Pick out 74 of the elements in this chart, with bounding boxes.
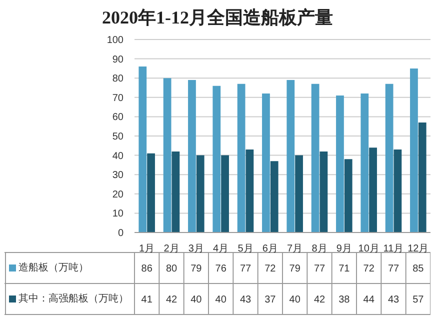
data-label: 72 <box>363 264 375 274</box>
bar <box>394 150 402 232</box>
y-tick-label: 100 <box>106 35 124 46</box>
y-tick-label: 80 <box>112 74 124 85</box>
bar <box>163 78 172 232</box>
data-label: 42 <box>314 294 326 306</box>
bar <box>246 150 254 232</box>
data-label: 42 <box>166 294 178 306</box>
x-tick-label: 4月 <box>213 244 229 254</box>
data-label: 77 <box>240 264 252 274</box>
bar <box>360 94 369 232</box>
x-tick-label: 10月 <box>358 244 380 254</box>
data-label: 80 <box>166 264 178 274</box>
data-label: 40 <box>289 294 301 306</box>
bar <box>369 148 377 232</box>
x-tick-label: 7月 <box>287 244 303 254</box>
bar <box>344 159 352 232</box>
x-tick-label: 3月 <box>188 244 204 254</box>
data-label: 40 <box>190 294 202 306</box>
y-tick-label: 40 <box>112 150 124 162</box>
legend-label: 造船板（万吨） <box>18 262 88 274</box>
bar <box>385 84 394 232</box>
y-tick-label: 90 <box>112 54 124 66</box>
data-label: 37 <box>264 294 276 306</box>
data-label: 85 <box>412 264 424 274</box>
bar <box>311 84 320 232</box>
x-tick-label: 9月 <box>336 244 352 254</box>
legend-label: 其中：高强船板（万吨） <box>18 292 128 304</box>
bar <box>286 80 295 232</box>
chart-title: 2020年1-12月全国造船板产量 <box>102 8 334 28</box>
data-label: 44 <box>363 294 375 306</box>
data-label: 77 <box>314 264 326 274</box>
data-label: 43 <box>240 294 252 306</box>
bar <box>270 161 278 232</box>
bar <box>237 84 246 232</box>
y-tick-label: 20 <box>112 189 124 200</box>
data-label: 79 <box>190 264 202 274</box>
x-tick-label: 12月 <box>408 244 429 254</box>
y-tick-label: 0 <box>118 228 124 239</box>
bar <box>262 94 270 232</box>
data-label: 43 <box>388 294 400 306</box>
data-label: 71 <box>338 264 350 274</box>
data-label: 77 <box>388 264 400 274</box>
y-tick-label: 50 <box>112 132 124 142</box>
x-tick-label: 11月 <box>383 244 404 254</box>
bar <box>196 155 204 232</box>
bar <box>221 155 229 232</box>
y-tick-label: 10 <box>112 208 124 220</box>
bar <box>147 153 155 232</box>
x-tick-label: 5月 <box>238 244 254 254</box>
bar <box>418 122 426 232</box>
y-tick-label: 60 <box>112 112 124 124</box>
data-label: 79 <box>289 264 301 274</box>
x-tick-label: 6月 <box>262 244 278 254</box>
x-tick-label: 8月 <box>312 244 328 254</box>
bar <box>295 155 303 232</box>
data-label: 86 <box>141 264 153 274</box>
y-tick-label: 30 <box>112 170 124 182</box>
data-label: 41 <box>141 294 153 306</box>
x-tick-label: 1月 <box>139 244 155 254</box>
data-label: 38 <box>338 294 350 306</box>
bar <box>212 86 221 232</box>
bar <box>138 66 147 232</box>
x-tick-label: 2月 <box>164 244 180 254</box>
data-label: 40 <box>215 294 227 306</box>
bar <box>188 80 196 232</box>
bar <box>336 95 344 232</box>
data-label: 72 <box>264 264 276 274</box>
bar <box>320 151 328 232</box>
bar <box>410 68 418 232</box>
y-tick-label: 70 <box>112 92 124 104</box>
data-label: 57 <box>412 294 424 306</box>
bar <box>172 151 180 232</box>
data-label: 76 <box>215 264 227 274</box>
